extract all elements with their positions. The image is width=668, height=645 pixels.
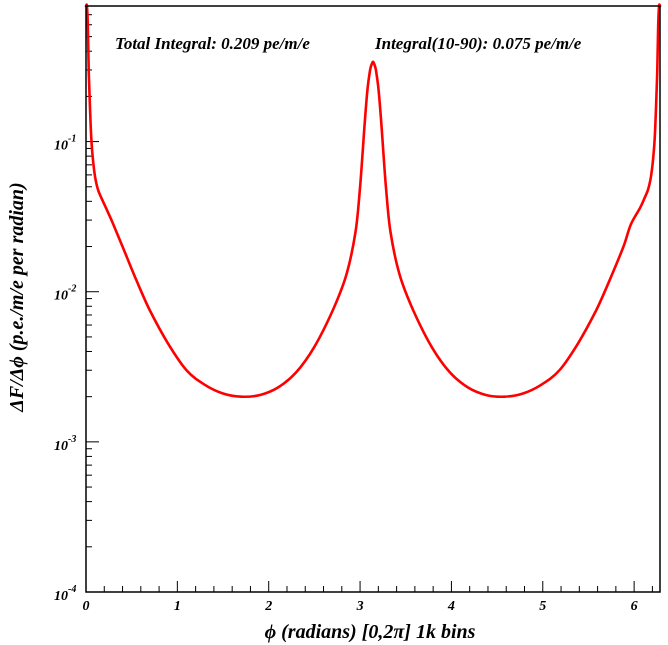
x-tick-label: 5 [539,599,546,614]
y-axis-label: ΔF/Δϕ (p.e./m/e per radian) [6,182,28,412]
y-tick-label: 10-3 [54,434,76,454]
tick-labels: 0 1 2 3 4 5 6 10-4 10-3 10-2 10-1 [54,134,638,614]
x-tick-label: 2 [264,599,272,614]
series-line [84,3,662,399]
major-ticks [85,141,635,593]
x-axis-label: ϕ (radians) [0,2π] 1k bins [265,621,476,643]
x-tick-label: 6 [631,599,638,614]
minor-ticks [86,5,653,592]
integral-10-90-annotation: Integral(10-90): 0.075 pe/m/e [374,34,582,53]
y-tick-label: 10-4 [54,584,76,604]
x-tick-label: 0 [83,599,90,614]
plot-frame [85,5,661,593]
x-tick-label: 1 [174,599,181,614]
total-integral-annotation: Total Integral: 0.209 pe/m/e [115,34,310,53]
y-tick-label: 10-2 [54,284,76,304]
y-tick-label: 10-1 [54,134,76,154]
x-tick-label: 4 [447,599,455,614]
x-tick-label: 3 [356,599,364,614]
